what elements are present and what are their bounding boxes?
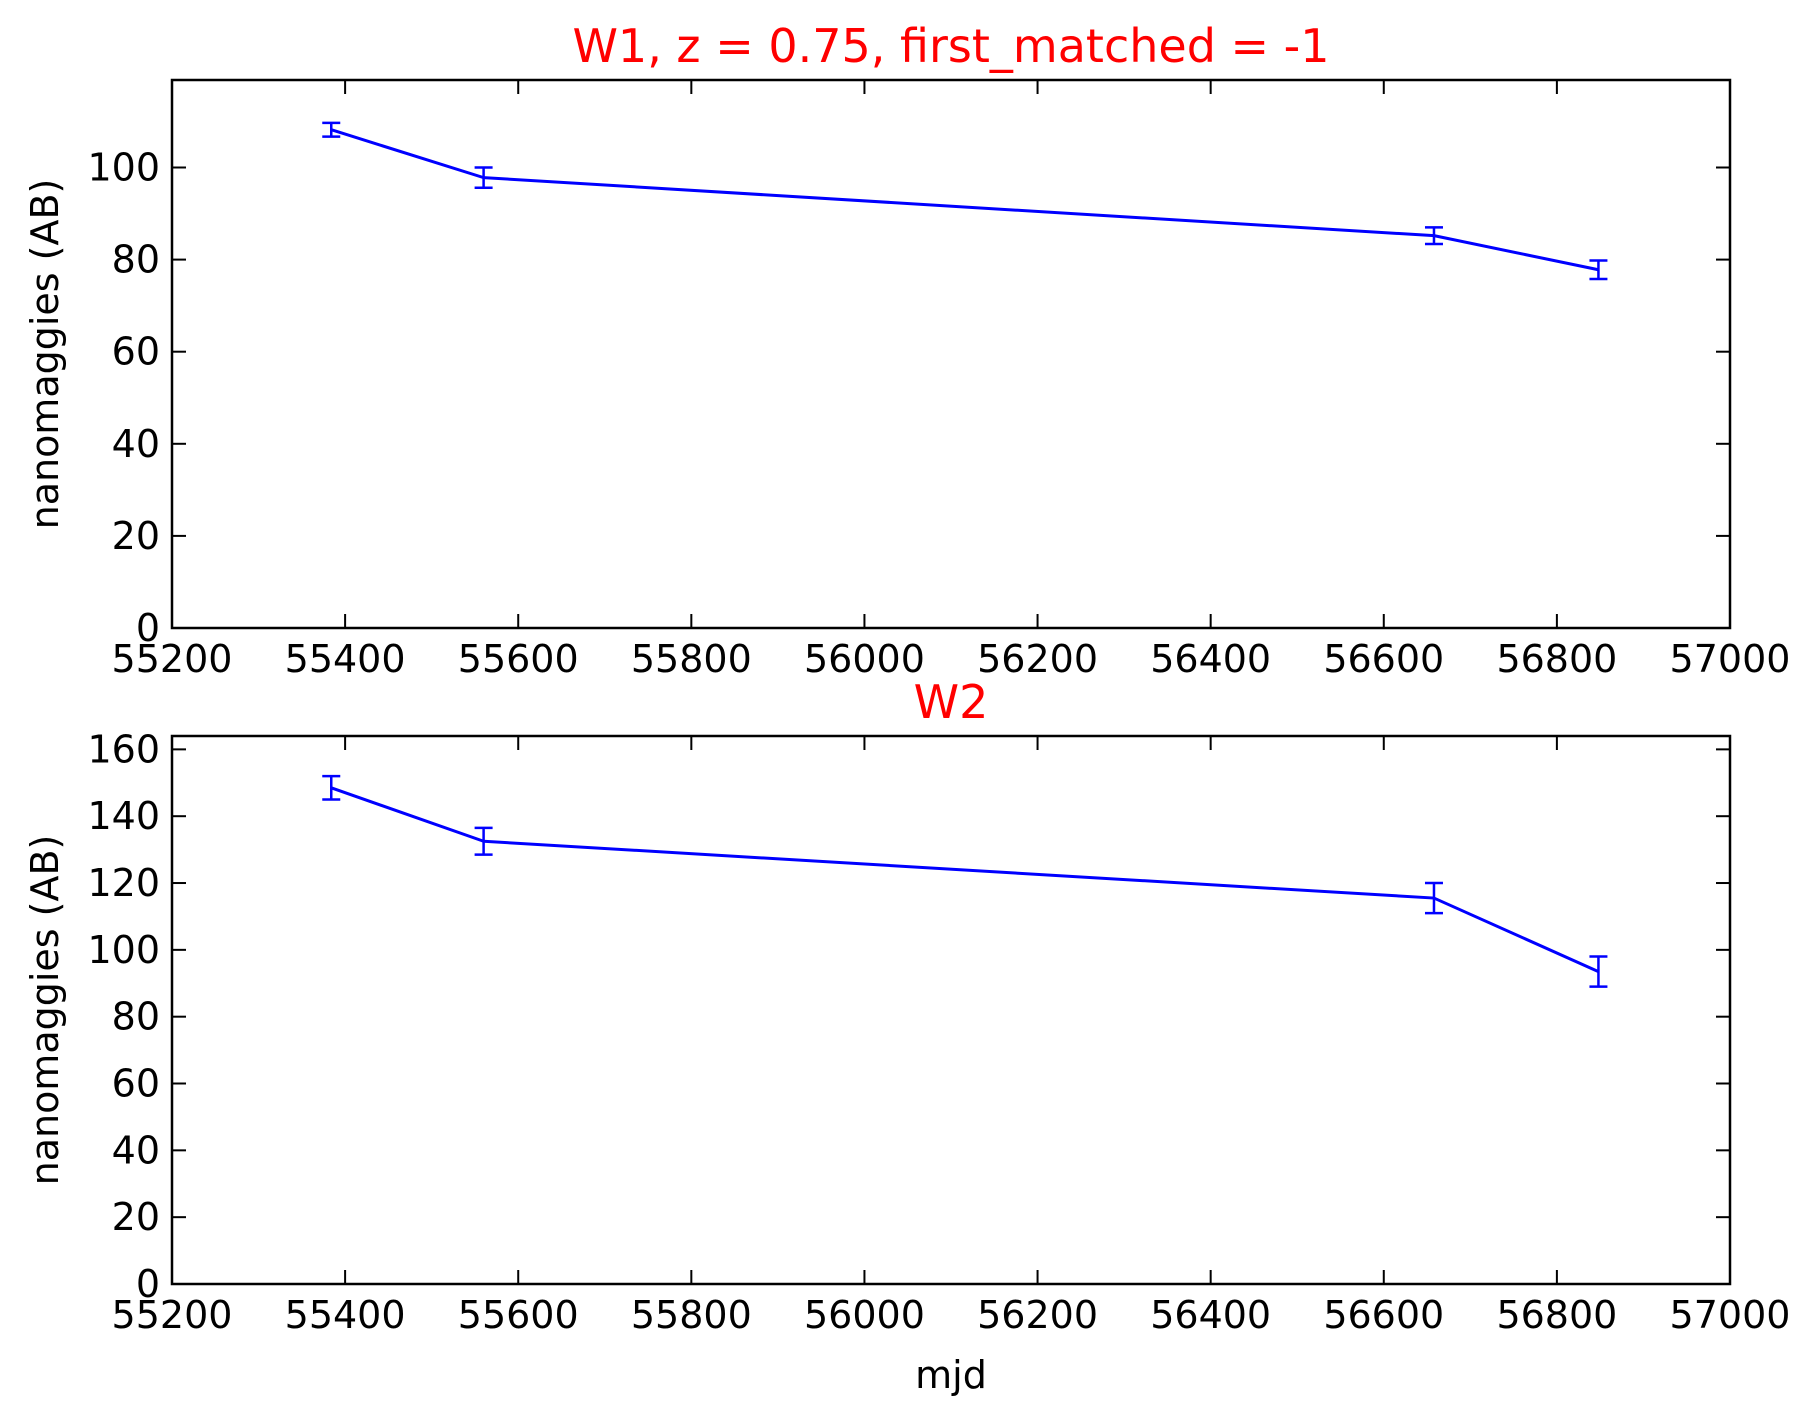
y-tick-label: 120 [87, 861, 160, 905]
x-tick-label: 56800 [1496, 1293, 1617, 1337]
x-tick-label: 55800 [631, 1293, 752, 1337]
chart-title: W2 [914, 675, 989, 729]
x-tick-label: 55600 [458, 637, 579, 681]
y-tick-label: 80 [112, 238, 160, 282]
x-tick-label: 55400 [285, 637, 406, 681]
x-axis-label: mjd [915, 1353, 987, 1397]
data-point-2 [474, 826, 493, 856]
plot-frame [170, 734, 1732, 1286]
y-tick-label: 40 [112, 422, 160, 466]
y-axis-label: nanomaggies (AB) [23, 179, 67, 530]
x-tick-label: 56600 [1323, 637, 1444, 681]
plot-frame [170, 78, 1732, 630]
x-tick-label: 56800 [1496, 637, 1617, 681]
chart-title: W1, z = 0.75, first_matched = -1 [572, 19, 1329, 73]
x-tick-label: 56600 [1323, 1293, 1444, 1337]
y-tick-label: 20 [112, 514, 160, 558]
data-point-1 [322, 774, 341, 801]
y-tick-label: 140 [87, 794, 160, 838]
data-point-1 [322, 121, 341, 138]
x-tick-label: 55800 [631, 637, 752, 681]
chart-panel-2: 55200 55400 55600 55800 56000 56200 56400 56600… [23, 675, 1790, 1397]
series-line [330, 128, 1599, 272]
y-tick-label: 0 [136, 1262, 160, 1306]
series-line [330, 786, 1600, 973]
y-tick-label: 100 [87, 145, 160, 189]
x-tick-label: 57000 [1670, 1293, 1791, 1337]
x-tick-label: 55200 [112, 1293, 233, 1337]
y-axis-label: nanomaggies (AB) [23, 835, 67, 1186]
y-tick-label: 60 [112, 1062, 160, 1106]
data-point-3 [1424, 226, 1443, 246]
y-tick-label: 0 [136, 606, 160, 650]
x-tick-label: 55400 [285, 1293, 406, 1337]
chart-panel-1: 55200 55400 55600 55800 56000 56200 56400 56600… [23, 19, 1790, 681]
data-point-2 [474, 166, 493, 190]
x-tick-label: 55600 [458, 1293, 579, 1337]
x-tick-label: 56400 [1150, 1293, 1271, 1337]
x-tick-label: 57000 [1670, 637, 1791, 681]
x-tick-label: 56200 [977, 637, 1098, 681]
y-tick-label: 100 [87, 928, 160, 972]
y-tick-label: 80 [112, 995, 160, 1039]
x-tick-label: 56000 [804, 637, 925, 681]
y-tick-label: 20 [112, 1195, 160, 1239]
y-tick-label: 40 [112, 1128, 160, 1172]
x-tick-label: 56000 [804, 1293, 925, 1337]
data-point-3 [1424, 881, 1443, 915]
y-tick-label: 60 [112, 330, 160, 374]
data-point-4 [1589, 955, 1608, 988]
x-tick-label: 55200 [112, 637, 233, 681]
y-tick-label: 160 [87, 727, 160, 771]
x-tick-label: 56200 [977, 1293, 1098, 1337]
data-point-4 [1589, 259, 1608, 281]
x-tick-label: 56400 [1150, 637, 1271, 681]
